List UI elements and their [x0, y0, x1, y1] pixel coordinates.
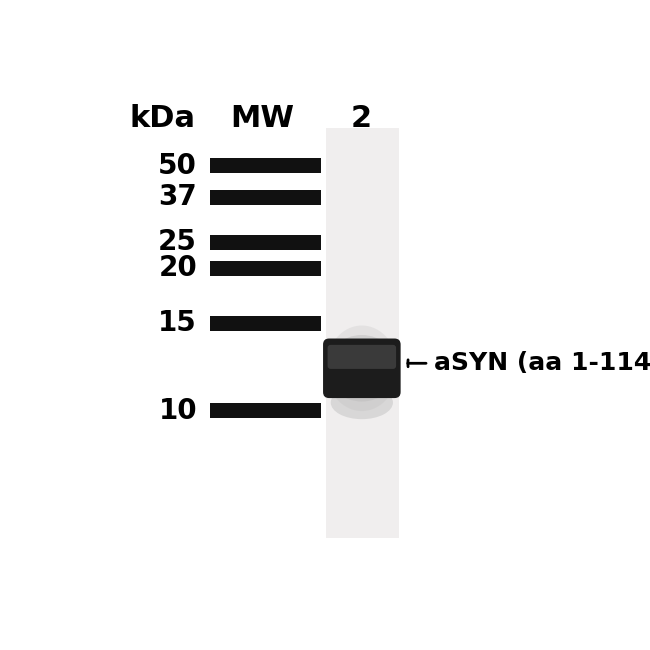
- Text: 37: 37: [159, 183, 197, 211]
- Ellipse shape: [331, 386, 393, 419]
- Bar: [210, 316, 320, 331]
- Bar: [210, 261, 320, 276]
- Text: kDa: kDa: [129, 103, 195, 133]
- FancyBboxPatch shape: [328, 345, 396, 369]
- Text: MW: MW: [230, 103, 294, 133]
- Bar: [210, 235, 320, 250]
- Bar: [210, 403, 320, 419]
- Text: 15: 15: [159, 309, 197, 337]
- Ellipse shape: [326, 335, 398, 402]
- Text: 50: 50: [158, 151, 197, 179]
- Text: aSYN (aa 1-114): aSYN (aa 1-114): [434, 351, 650, 375]
- Bar: [210, 158, 320, 173]
- Text: 2: 2: [350, 103, 371, 133]
- Text: 20: 20: [159, 254, 197, 282]
- Bar: [210, 190, 320, 205]
- FancyBboxPatch shape: [323, 339, 400, 398]
- Ellipse shape: [326, 342, 398, 395]
- Bar: [326, 128, 398, 538]
- Text: 25: 25: [158, 228, 197, 256]
- Ellipse shape: [326, 326, 398, 411]
- Text: 10: 10: [159, 397, 197, 425]
